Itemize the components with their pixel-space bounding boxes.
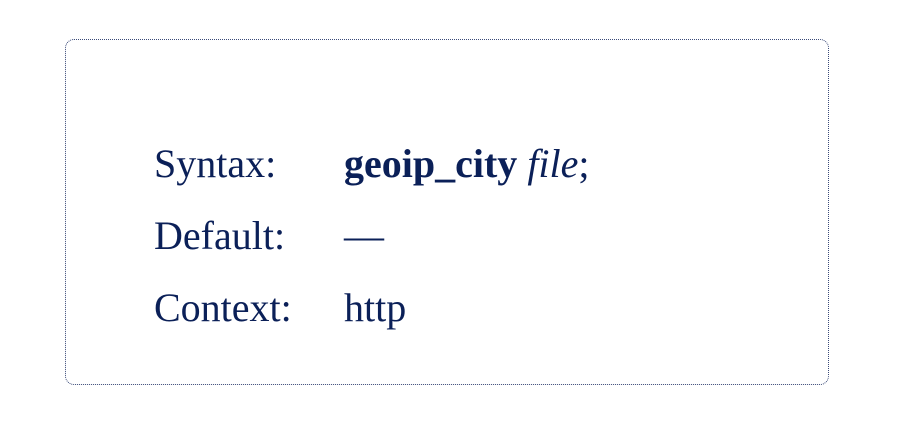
syntax-value: geoip_city file;	[344, 128, 590, 200]
default-label: Default:	[154, 213, 286, 258]
context-value: http	[344, 285, 407, 330]
context-label: Context:	[154, 285, 292, 330]
default-value: —	[344, 213, 384, 258]
context-row: Context: http	[154, 272, 590, 344]
syntax-argument: file	[527, 141, 579, 186]
syntax-keyword: geoip_city	[344, 141, 518, 186]
directive-box: Syntax: geoip_city file; Default: — Cont…	[65, 39, 829, 385]
syntax-label: Syntax:	[154, 141, 277, 186]
default-row: Default: —	[154, 200, 590, 272]
syntax-row: Syntax: geoip_city file;	[154, 128, 590, 200]
directive-table: Syntax: geoip_city file; Default: — Cont…	[154, 128, 590, 344]
syntax-terminator: ;	[578, 141, 590, 186]
